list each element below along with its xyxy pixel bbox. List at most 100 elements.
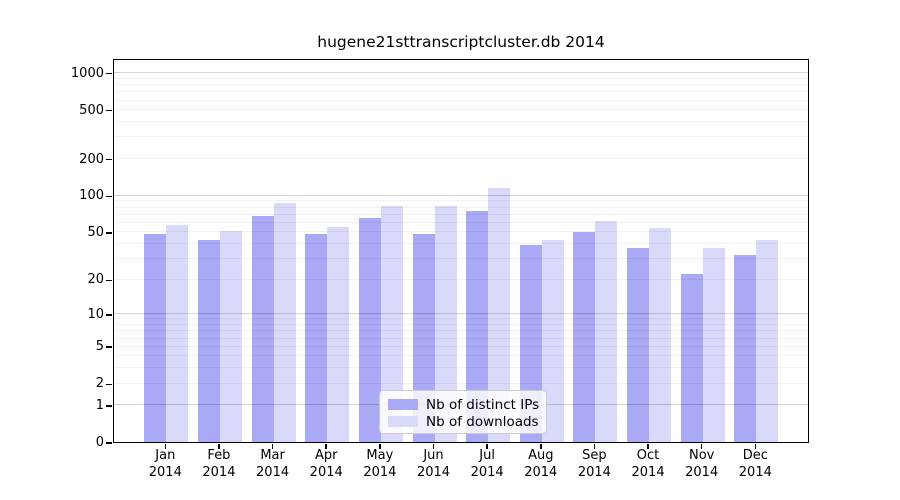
chart-title: hugene21sttranscriptcluster.db 2014 [317,33,605,51]
gridline-5 [114,345,808,347]
legend-item-downloads: Nb of downloads [388,413,546,430]
gridline-800 [114,84,808,86]
y-tick-100 [106,195,112,198]
gridline-300 [114,136,808,138]
legend: Nb of distinct IPs Nb of downloads [379,390,547,434]
y-tick-label-5: 5 [95,339,104,355]
gridline-400 [114,121,808,123]
y-tick-200 [106,158,112,161]
bar-feb-downloads [219,230,242,442]
y-tick-1000 [106,72,112,75]
gridline-4 [114,355,808,357]
gridline-900 [114,77,808,79]
x-tick-apr [325,444,327,449]
gridline-2 [114,382,808,384]
x-tick-label-may: May 2014 [363,448,397,480]
bar-sep-downloads [595,221,618,442]
x-tick-oct [647,444,649,449]
bar-dec-downloads [756,239,779,442]
y-tick-50 [106,232,112,234]
x-tick-nov [700,444,703,449]
gridline-100 [114,194,808,196]
x-tick-label-sep: Sep 2014 [577,448,611,480]
gridline-7 [114,330,808,332]
gridline-40 [114,243,808,245]
x-tick-jul [486,444,488,449]
y-tick-label-10: 10 [87,306,104,322]
x-tick-dec [754,444,757,449]
bar-nov-distinct-ips [680,274,703,442]
bar-mar-downloads [273,203,296,442]
y-tick-label-1: 1 [95,397,104,413]
bar-apr-downloads [327,226,350,442]
y-tick-label-500: 500 [79,102,104,118]
y-tick-5 [106,346,112,348]
y-tick-label-1000: 1000 [70,65,104,81]
x-tick-may [379,444,381,449]
bar-jul-distinct-ips [466,210,489,442]
y-tick-0 [106,442,112,444]
bar-may-distinct-ips [358,218,381,442]
gridline-50 [114,231,808,233]
x-tick-label-mar: Mar 2014 [256,448,290,480]
bar-jun-downloads [434,205,457,442]
y-tick-20 [106,279,112,282]
bar-oct-downloads [649,227,672,442]
x-tick-jun [432,444,435,449]
gridline-700 [114,91,808,93]
x-tick-label-aug: Aug 2014 [524,448,558,480]
bar-aug-downloads [541,239,564,442]
y-tick-10 [106,314,112,316]
bar-dec-distinct-ips [734,255,757,442]
y-tick-label-50: 50 [87,224,104,240]
gridline-20 [114,278,808,280]
x-tick-label-feb: Feb 2014 [202,448,236,480]
x-tick-label-dec: Dec 2014 [738,448,772,480]
gridline-10 [114,313,808,315]
gridline-1000 [114,72,808,74]
x-tick-mar [271,444,274,449]
bar-mar-distinct-ips [251,215,274,442]
x-tick-label-jan: Jan 2014 [148,448,182,480]
bar-sep-distinct-ips [573,231,596,442]
bar-apr-distinct-ips [305,234,328,442]
bar-nov-downloads [702,247,725,442]
x-tick-label-nov: Nov 2014 [685,448,719,480]
y-tick-2 [106,383,112,386]
legend-swatch-distinct-ips [388,399,418,410]
y-tick-label-20: 20 [87,272,104,288]
plot-inner: Nb of distinct IPs Nb of downloads [114,60,808,442]
gridline-200 [114,158,808,160]
bar-jan-downloads [166,225,189,442]
gridline-8 [114,324,808,326]
legend-item-distinct-ips: Nb of distinct IPs [388,396,546,413]
gridline-90 [114,200,808,202]
x-tick-label-jul: Jul 2014 [470,448,504,480]
y-tick-label-0: 0 [95,435,104,450]
y-tick-label-100: 100 [79,188,104,204]
x-tick-label-apr: Apr 2014 [309,448,343,480]
gridline-9 [114,318,808,320]
x-tick-label-jun: Jun 2014 [416,448,451,480]
gridline-500 [114,109,808,111]
y-tick-500 [106,109,112,112]
bar-oct-distinct-ips [627,247,650,442]
legend-label-downloads: Nb of downloads [426,413,539,430]
y-tick-1 [106,405,112,407]
bar-jul-downloads [488,187,511,442]
gridline-600 [114,99,808,101]
y-tick-label-2: 2 [95,376,104,392]
plot-area: Nb of distinct IPs Nb of downloads [113,59,809,443]
gridline-6 [114,337,808,339]
gridline-70 [114,213,808,215]
gridline-3 [114,367,808,369]
legend-label-distinct-ips: Nb of distinct IPs [426,396,540,413]
gridline-30 [114,257,808,259]
gridline-60 [114,221,808,223]
bar-jan-distinct-ips [144,234,167,442]
y-tick-label-200: 200 [79,151,104,167]
x-tick-sep [593,444,596,449]
legend-swatch-downloads [388,416,418,427]
gridline-80 [114,206,808,208]
